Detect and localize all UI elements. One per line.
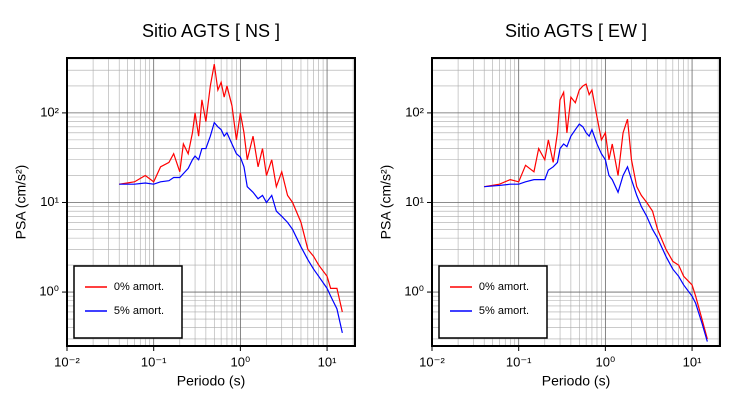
y-tick-label: 10² (40, 104, 59, 119)
y-tick-label: 10⁰ (404, 284, 424, 299)
legend-label: 0% amort. (114, 281, 164, 293)
x-tick-label: 10¹ (318, 354, 337, 369)
y-tick-label: 10² (405, 104, 424, 119)
x-axis-label: Periodo (s) (542, 373, 610, 389)
x-tick-label: 10⁻¹ (141, 354, 167, 369)
data-line (119, 64, 343, 313)
x-tick-label: 10⁰ (231, 354, 251, 369)
x-tick-label: 10⁻² (54, 354, 80, 369)
x-tick-label: 10⁻² (419, 354, 445, 369)
chart-title: Sitio AGTS [ EW ] (505, 21, 647, 41)
legend: 0% amort. 5% amort. (438, 265, 548, 339)
y-tick-label: 10¹ (40, 194, 59, 209)
legend-box (73, 265, 183, 339)
y-tick-label: 10¹ (405, 194, 424, 209)
x-tick-label: 10⁻¹ (506, 354, 532, 369)
legend-label: 0% amort. (479, 281, 529, 293)
legend: 0% amort. 5% amort. (73, 265, 183, 339)
data-line (484, 83, 708, 340)
data-line (484, 123, 708, 342)
data-line (119, 121, 343, 334)
y-axis-label: PSA (cm/s²) (13, 165, 29, 240)
chart-title: Sitio AGTS [ NS ] (142, 21, 280, 41)
legend-label: 5% amort. (114, 305, 164, 317)
legend-box (438, 265, 548, 339)
plot-frame (431, 57, 721, 347)
x-tick-label: 10¹ (683, 354, 702, 369)
legend-label: 5% amort. (479, 305, 529, 317)
chart: Sitio AGTS [ EW ] Periodo (s) PSA (cm/s²) 1… (378, 21, 721, 389)
chart: Sitio AGTS [ NS ] Periodo (s) PSA (cm/s²) 1… (13, 21, 356, 389)
plot-frame (66, 57, 356, 347)
x-axis-label: Periodo (s) (177, 373, 245, 389)
y-axis-label: PSA (cm/s²) (378, 165, 394, 240)
y-tick-label: 10⁰ (39, 284, 59, 299)
x-tick-label: 10⁰ (596, 354, 616, 369)
